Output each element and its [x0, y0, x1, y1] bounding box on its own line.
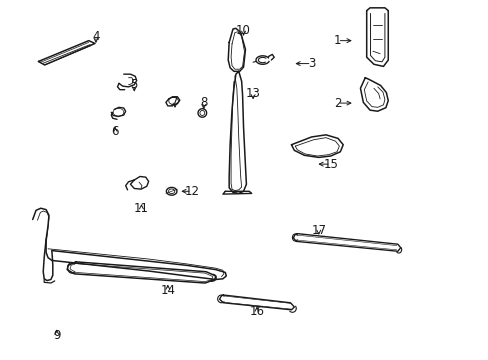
Text: 17: 17 [311, 224, 325, 237]
Text: 5: 5 [130, 78, 138, 91]
Text: 9: 9 [53, 329, 61, 342]
Text: 12: 12 [184, 185, 199, 198]
Text: 4: 4 [92, 30, 100, 42]
Text: 6: 6 [111, 125, 119, 138]
Text: 13: 13 [245, 87, 260, 100]
Text: 2: 2 [333, 96, 341, 109]
Text: 14: 14 [160, 284, 175, 297]
Text: 10: 10 [236, 24, 250, 37]
Text: 8: 8 [200, 96, 207, 109]
Text: 7: 7 [171, 96, 179, 109]
Text: 1: 1 [333, 34, 341, 47]
Text: 16: 16 [249, 305, 264, 319]
Text: 11: 11 [134, 202, 149, 215]
Text: 3: 3 [307, 57, 315, 70]
Text: 15: 15 [323, 158, 338, 171]
